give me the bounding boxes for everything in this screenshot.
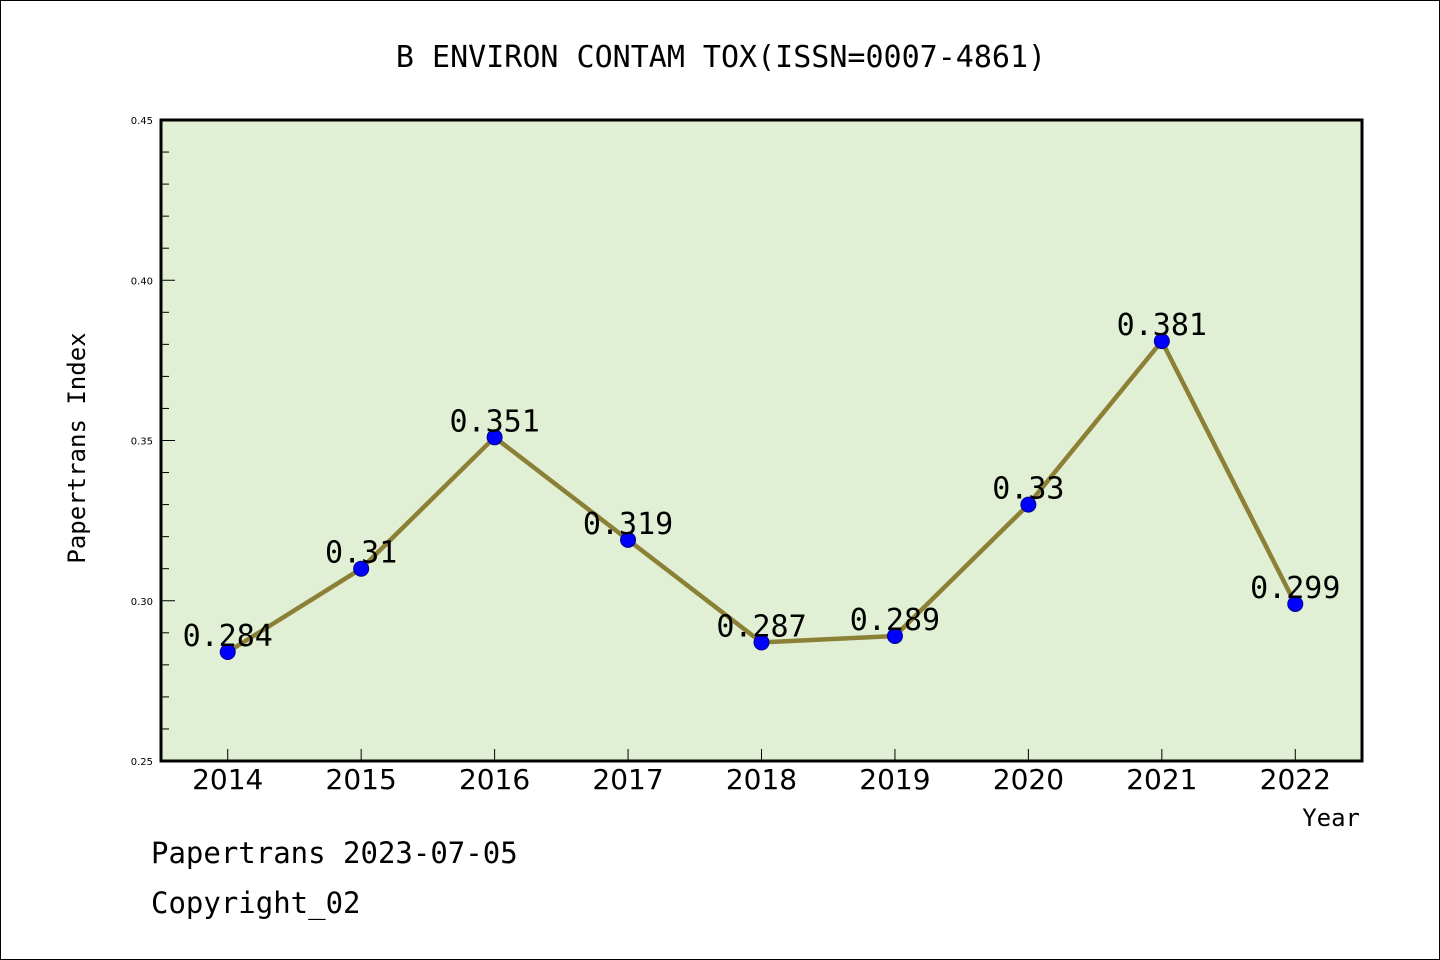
y-axis-title: Papertrans Index: [63, 332, 91, 563]
data-label: 0.33: [992, 472, 1064, 507]
x-axis-title: Year: [1302, 804, 1360, 832]
data-point: [486, 429, 503, 446]
data-label: 0.289: [850, 603, 940, 638]
y-tick-label: 0.25: [131, 757, 153, 768]
y-axis-ticks: [161, 119, 175, 762]
data-point: [1287, 595, 1304, 612]
footer-copyright-text: Copyright_02: [151, 886, 361, 920]
plot-area: [159, 118, 1364, 763]
x-tick-label: 2019: [859, 763, 930, 796]
data-label: 0.299: [1250, 571, 1340, 606]
x-tick-label: 2020: [993, 763, 1064, 796]
data-point: [753, 634, 770, 651]
data-label: 0.31: [325, 536, 397, 571]
data-point: [1020, 496, 1037, 513]
data-label: 0.284: [183, 619, 273, 654]
x-tick-label: 2018: [726, 763, 797, 796]
x-axis-ticks: [227, 749, 1296, 761]
data-point: [219, 644, 236, 661]
data-point: [886, 628, 903, 645]
x-tick-label: 2022: [1260, 763, 1331, 796]
y-tick-label: 0.45: [131, 116, 153, 127]
x-tick-label: 2017: [592, 763, 663, 796]
y-tick-label: 0.30: [131, 597, 153, 608]
y-tick-label: 0.35: [131, 437, 153, 448]
series-markers: [219, 333, 1304, 661]
footer-date-text: Papertrans 2023-07-05: [151, 836, 518, 870]
data-label: 0.287: [716, 609, 806, 644]
y-tick-label: 0.40: [131, 276, 153, 287]
y-axis-tick-labels: 0.25 0.30 0.35 0.40 0.45: [131, 116, 153, 768]
data-labels: 0.284 0.31 0.351 0.319 0.287 0.289 0.33 0.381 0.…: [183, 308, 1341, 654]
data-point: [353, 560, 370, 577]
data-point: [620, 531, 637, 548]
x-axis-tick-labels: 2014 2015 2016 2017 2018 2019 2020 2021 2022: [192, 763, 1331, 796]
data-label: 0.319: [583, 507, 673, 542]
x-tick-label: 2014: [192, 763, 263, 796]
data-point: [1153, 333, 1170, 350]
x-tick-label: 2016: [459, 763, 530, 796]
x-tick-label: 2021: [1126, 763, 1197, 796]
data-label: 0.351: [449, 404, 539, 439]
data-label: 0.381: [1117, 308, 1207, 343]
chart-title: B ENVIRON CONTAM TOX(ISSN=0007-4861): [396, 40, 1046, 75]
x-tick-label: 2015: [326, 763, 397, 796]
